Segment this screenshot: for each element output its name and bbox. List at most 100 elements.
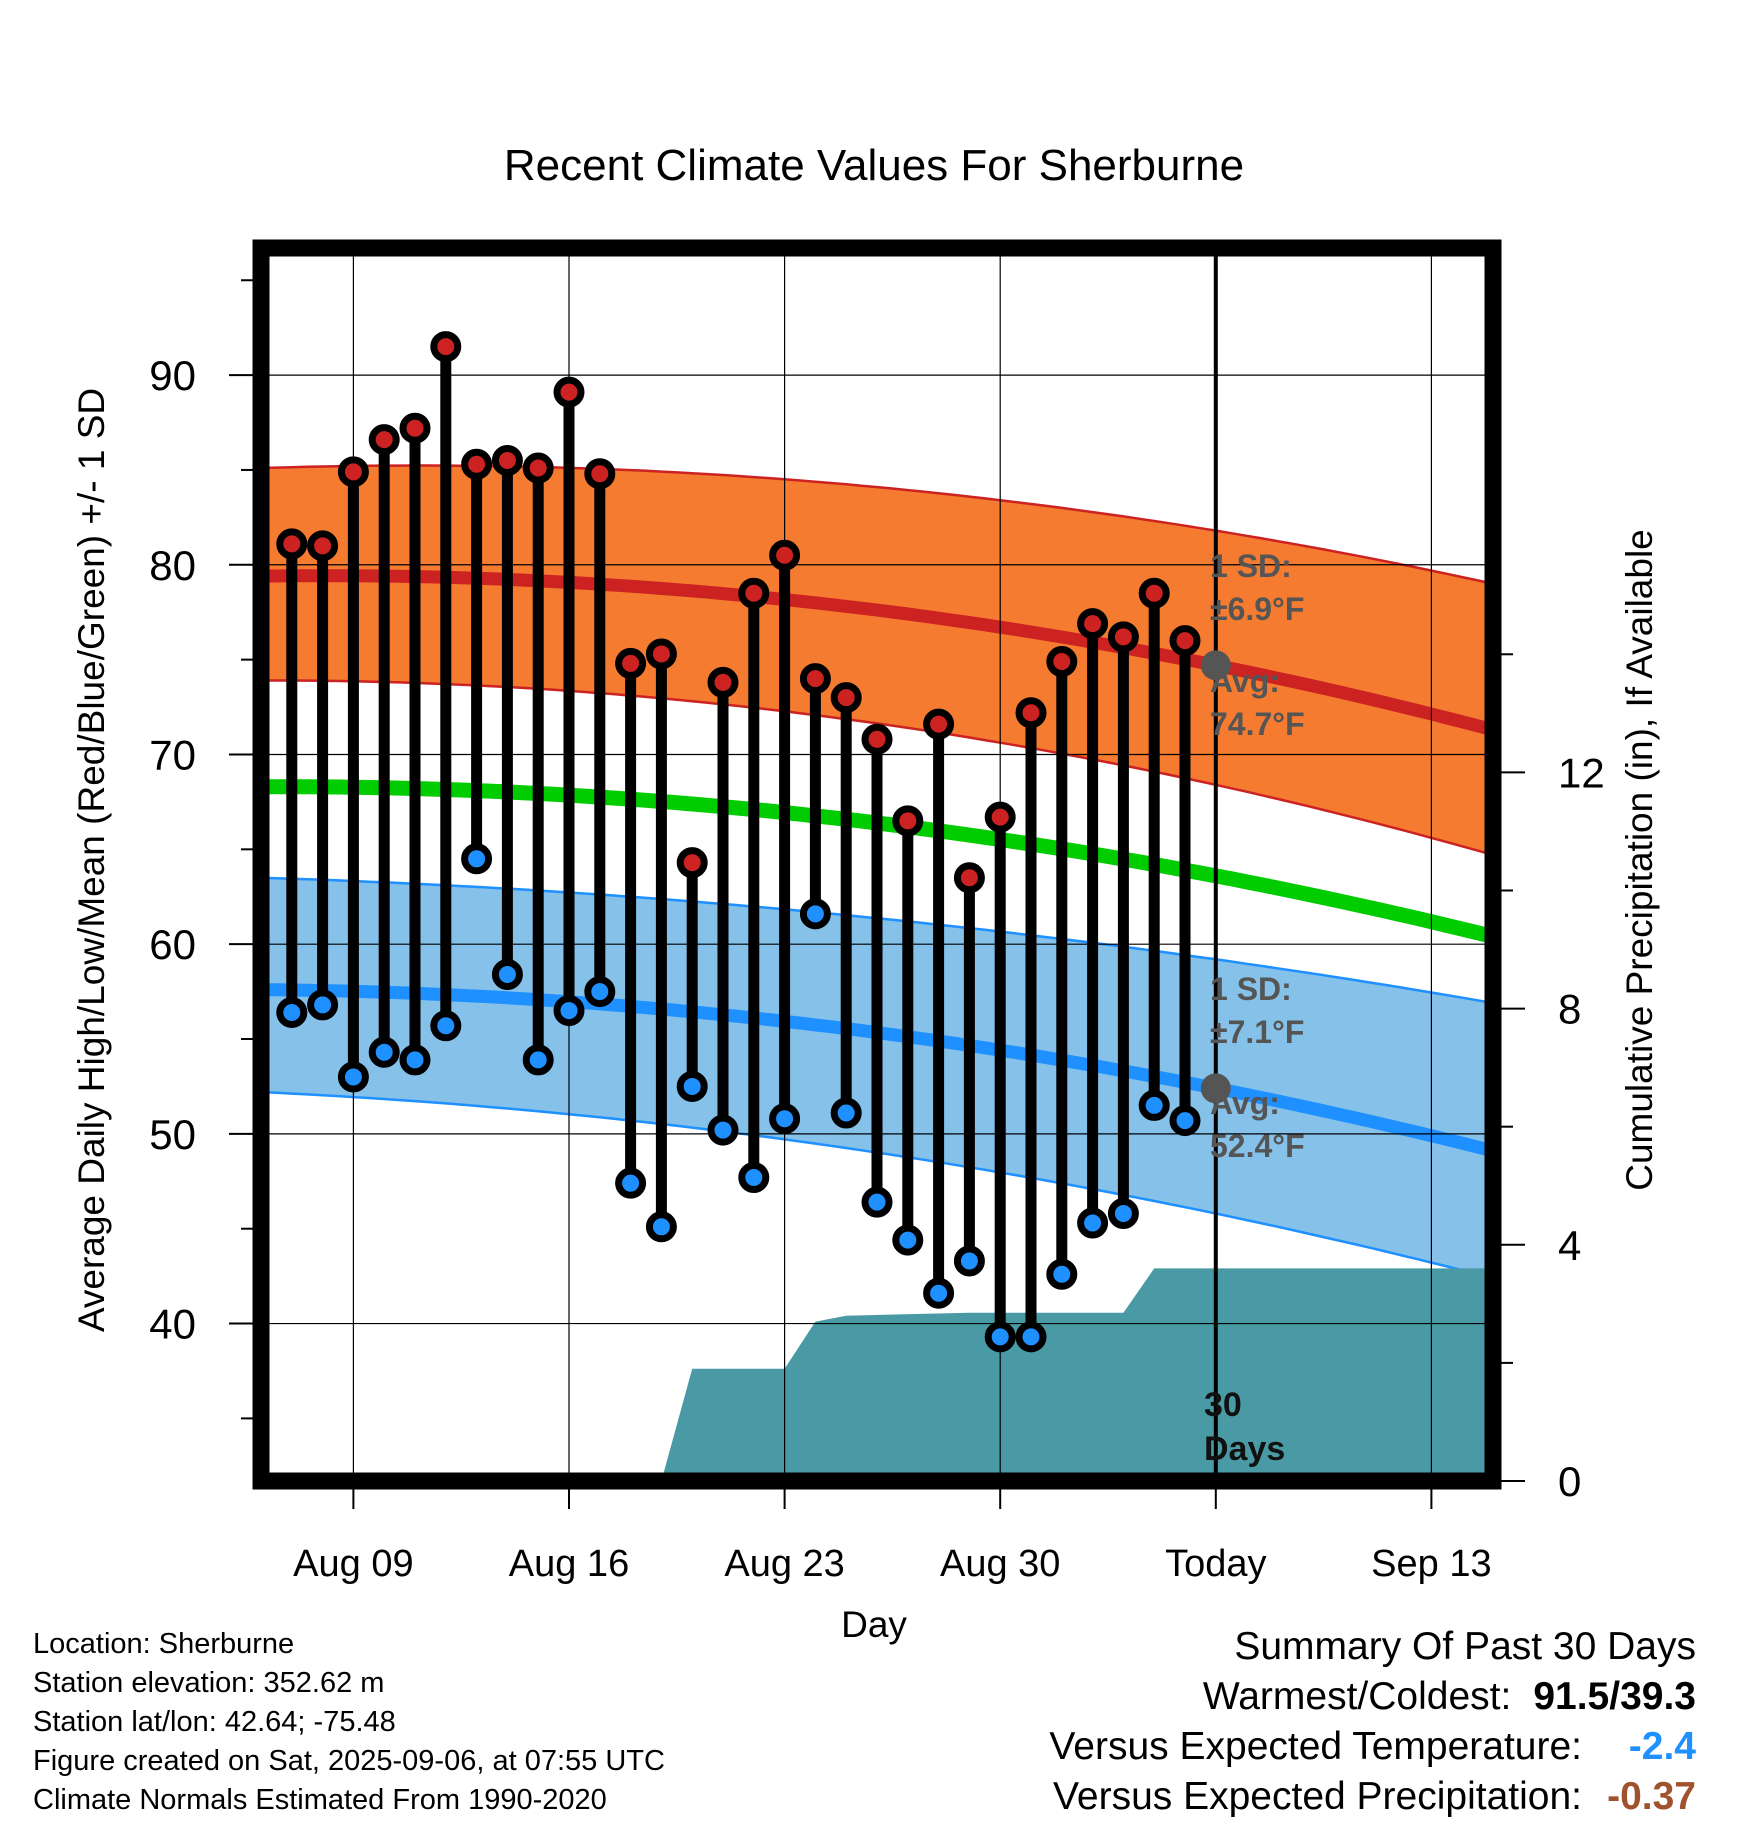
y2-tick-label: 0 <box>1558 1458 1581 1505</box>
low-temp-point <box>430 1010 462 1042</box>
low-temp-point <box>337 1061 369 1093</box>
days-annotation: 30 Days <box>1204 1386 1285 1468</box>
created-text: Figure created on Sat, 2025-09-06, at 07… <box>33 1745 665 1777</box>
low-temp-point <box>307 989 339 1021</box>
precip-label: Versus Expected Precipitation: <box>1053 1775 1582 1818</box>
high-temp-point <box>584 458 616 490</box>
summary-warmest-row: Warmest/Coldest: 91.5/39.3 <box>1049 1672 1696 1722</box>
x-tick-label: Aug 30 <box>940 1543 1060 1585</box>
daily-stems <box>286 346 1191 1337</box>
low-temp-point <box>491 959 523 991</box>
high-temp-point <box>676 847 708 879</box>
low-temp-point <box>553 995 585 1027</box>
y2-tick-label: 4 <box>1558 1222 1581 1269</box>
high-temp-point <box>1077 608 1109 640</box>
low-temp-point <box>368 1036 400 1068</box>
low-sd-label: 1 SD: <box>1210 971 1292 1007</box>
low-avg-label: Avg: <box>1210 1085 1280 1121</box>
high-temp-point <box>615 647 647 679</box>
low-temp-point <box>923 1277 955 1309</box>
low-temp-point <box>522 1044 554 1076</box>
days-number: 30 <box>1204 1386 1242 1424</box>
low-temp-point <box>615 1167 647 1199</box>
low-temp-point <box>1077 1207 1109 1239</box>
high-temp-point <box>645 638 677 670</box>
y2-tick-label: 8 <box>1558 986 1581 1033</box>
y-tick-label: 60 <box>149 921 196 968</box>
high-temp-point <box>738 577 770 609</box>
warmest-value: 91.5/39.3 <box>1533 1675 1696 1718</box>
high-temp-point <box>337 456 369 488</box>
x-tick-label: Aug 16 <box>509 1543 629 1585</box>
annotations: 1 SD: ±6.9°F Avg: 74.7°F 1 SD: ±7.1°F Av… <box>1210 548 1305 1164</box>
low-temp-point <box>984 1321 1016 1353</box>
low-temp-point <box>769 1103 801 1135</box>
low-temp-point <box>399 1044 431 1076</box>
high-avg-label: Avg: <box>1210 663 1280 699</box>
station-info: Location: Sherburne Station elevation: 3… <box>33 1625 665 1820</box>
high-normal-line <box>260 569 1495 737</box>
high-sd-label: 1 SD: <box>1210 548 1292 584</box>
axes: 40 50 60 70 80 90 0 4 8 12 Aug 09 Aug 16 Aug 23 Aug 3… <box>149 279 1605 1585</box>
x-tick-label: Sep 13 <box>1371 1543 1491 1585</box>
high-temp-point <box>953 862 985 894</box>
days-word: Days <box>1204 1430 1285 1468</box>
low-temp-point <box>276 996 308 1028</box>
high-temp-point <box>707 666 739 698</box>
high-temp-point <box>461 448 493 480</box>
low-temp-point <box>953 1245 985 1277</box>
y-tick-label: 40 <box>149 1301 196 1348</box>
low-sd-value: ±7.1°F <box>1210 1014 1304 1050</box>
high-avg-value: 74.7°F <box>1210 706 1305 742</box>
high-temp-point <box>307 530 339 562</box>
low-temp-point <box>799 898 831 930</box>
high-temp-point <box>491 444 523 476</box>
y-tick-label: 80 <box>149 542 196 589</box>
elevation-text: Station elevation: 352.62 m <box>33 1667 385 1699</box>
low-temp-point <box>645 1211 677 1243</box>
normals-text: Climate Normals Estimated From 1990-2020 <box>33 1784 607 1816</box>
low-temp-point <box>1107 1198 1139 1230</box>
high-temp-point <box>892 805 924 837</box>
high-temp-point <box>1015 697 1047 729</box>
high-temp-point <box>923 708 955 740</box>
chart-title: Recent Climate Values For Sherburne <box>504 141 1244 190</box>
x-tick-label: Today <box>1165 1543 1266 1585</box>
warmest-label: Warmest/Coldest: <box>1202 1675 1512 1718</box>
plot-frame <box>252 239 1502 1490</box>
summary-panel: Summary Of Past 30 Days Warmest/Coldest:… <box>1049 1622 1696 1822</box>
x-tick-label: Aug 09 <box>293 1543 413 1585</box>
high-sd-value: ±6.9°F <box>1210 591 1304 627</box>
high-temp-point <box>368 424 400 456</box>
high-temp-point <box>522 452 554 484</box>
today-low-normal-marker <box>1200 1073 1231 1104</box>
y-tick-label: 50 <box>149 1111 196 1158</box>
high-temp-point <box>799 663 831 695</box>
summary-precip-row: Versus Expected Precipitation: -0.37 <box>1049 1772 1696 1822</box>
high-temp-point <box>984 801 1016 833</box>
low-avg-value: 52.4°F <box>1210 1128 1305 1164</box>
high-temp-point <box>861 723 893 755</box>
precipitation-area <box>661 1268 1493 1481</box>
temp-value: -2.4 <box>1628 1725 1696 1768</box>
low-temp-point <box>738 1161 770 1193</box>
precip-value: -0.37 <box>1607 1775 1696 1818</box>
low-temp-point <box>861 1186 893 1218</box>
x-tick-label: Aug 23 <box>724 1543 844 1585</box>
y-tick-label: 90 <box>149 352 196 399</box>
x-axis-label: Day <box>841 1604 907 1645</box>
latlon-text: Station lat/lon: 42.64; -75.48 <box>33 1706 396 1738</box>
low-temp-point <box>584 976 616 1008</box>
low-temp-point <box>1169 1105 1201 1137</box>
high-temp-point <box>276 528 308 560</box>
high-temp-point <box>430 331 462 363</box>
high-temp-point <box>553 376 585 408</box>
location-text: Location: Sherburne <box>33 1628 295 1660</box>
low-temp-point <box>830 1097 862 1129</box>
low-temp-point <box>1046 1258 1078 1290</box>
high-temp-point <box>1138 577 1170 609</box>
temp-label: Versus Expected Temperature: <box>1049 1725 1582 1768</box>
daily-dots <box>276 331 1231 1353</box>
summary-temp-row: Versus Expected Temperature: -2.4 <box>1049 1722 1696 1772</box>
